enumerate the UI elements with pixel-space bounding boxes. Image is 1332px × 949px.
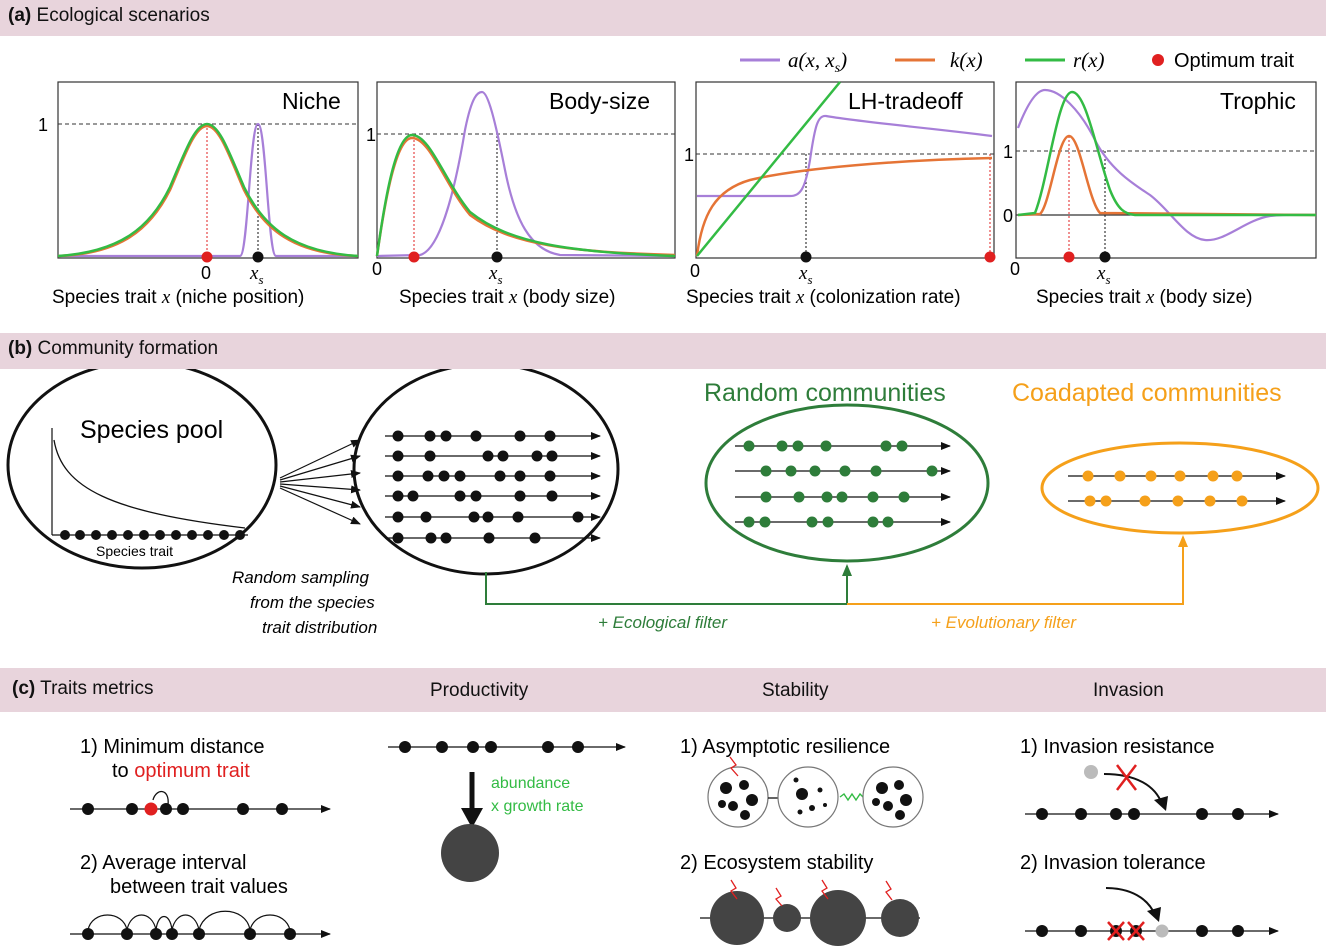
trophic-opt-dot bbox=[1063, 251, 1075, 263]
niche-xs: xs bbox=[249, 263, 264, 287]
trophic-zero: 0 bbox=[1010, 259, 1020, 279]
body-a-curve bbox=[376, 90, 676, 258]
avg-int-l2: between trait values bbox=[110, 876, 288, 898]
avg-int-l1: 2) Average interval bbox=[80, 852, 246, 874]
min-dist-axis bbox=[70, 790, 331, 816]
legend-r-label: r(x) bbox=[1073, 48, 1104, 72]
trophic-one: 1 bbox=[1003, 142, 1013, 162]
body-xlabel: Species trait x (body size) bbox=[399, 287, 615, 308]
eco-stab-label: 2) Ecosystem stability bbox=[680, 852, 873, 874]
sampling-l1: Random sampling bbox=[232, 568, 370, 587]
random-title: Random communities bbox=[704, 379, 946, 407]
sampling-l3: trait distribution bbox=[262, 618, 377, 637]
pool-axis-label: Species trait bbox=[96, 543, 173, 559]
niche-one: 1 bbox=[38, 115, 48, 135]
legend-opt-swatch bbox=[1152, 54, 1164, 66]
niche-zero: 0 bbox=[201, 263, 211, 283]
niche-xlabel: Species trait x (niche position) bbox=[52, 287, 304, 308]
lh-a-curve bbox=[697, 114, 993, 198]
section-b-header: (b) Community formation bbox=[0, 333, 1326, 369]
lh-opt-dot bbox=[984, 251, 996, 263]
niche-a-curve bbox=[58, 122, 358, 258]
coadapted-title: Coadapted communities bbox=[1012, 379, 1282, 407]
niche-k-curve bbox=[57, 124, 359, 258]
panel-body-size: Body-size 1 0 xs Species trait x (body s… bbox=[366, 81, 676, 308]
pool-title: Species pool bbox=[80, 416, 223, 444]
inv-resist-diagram bbox=[1025, 764, 1279, 820]
trophic-xs-dot bbox=[1099, 251, 1111, 263]
body-one: 1 bbox=[366, 125, 376, 145]
lh-xlabel: Species trait x (colonization rate) bbox=[686, 287, 961, 308]
filter-paths bbox=[485, 535, 1188, 605]
inv-tol-label: 2) Invasion tolerance bbox=[1020, 852, 1206, 874]
lh-xs-dot bbox=[800, 251, 812, 263]
panel-lh-tradeoff: LH-tradeoff 1 0 xs Species trait x (colo… bbox=[684, 81, 996, 308]
niche-title: Niche bbox=[282, 88, 341, 114]
eco-stab-diagram bbox=[700, 879, 920, 946]
niche-r-curve bbox=[57, 122, 359, 258]
legend-a-label: a(x, xs) bbox=[788, 48, 847, 76]
lh-k-curve bbox=[695, 156, 993, 257]
sampling-l2: from the species bbox=[250, 593, 375, 612]
body-opt-dot bbox=[408, 251, 420, 263]
lh-r-curve bbox=[696, 81, 841, 257]
legend-opt-label: Optimum trait bbox=[1174, 50, 1294, 72]
trophic-k-curve bbox=[1017, 134, 1317, 217]
section-c-header: (c) Traits metrics Productivity Stabilit… bbox=[0, 668, 1326, 712]
panel-niche: Niche 1 0 xs Species trait x (niche posi… bbox=[38, 81, 359, 308]
sampled-communities bbox=[352, 362, 620, 576]
stability-header: Stability bbox=[762, 680, 829, 701]
resilience-label: 1) Asymptotic resilience bbox=[680, 736, 890, 758]
section-c-title: Traits metrics bbox=[40, 678, 154, 699]
invasion-header: Invasion bbox=[1093, 680, 1164, 701]
inv-tol-diagram bbox=[1025, 887, 1279, 941]
body-title: Body-size bbox=[549, 88, 650, 114]
coadapted-communities: Coadapted communities bbox=[1012, 379, 1320, 535]
prod-l1: abundance bbox=[491, 775, 570, 792]
legend: a(x, xs) k(x) r(x) Optimum trait bbox=[740, 48, 1294, 76]
lh-one: 1 bbox=[684, 145, 694, 165]
lh-xs: xs bbox=[798, 263, 813, 287]
section-c-tag: (c) bbox=[12, 678, 36, 699]
trophic-xs: xs bbox=[1096, 263, 1111, 287]
body-r-curve bbox=[375, 133, 676, 258]
lh-title: LH-tradeoff bbox=[848, 88, 963, 114]
trophic-r-curve bbox=[1017, 90, 1316, 217]
body-xs-dot bbox=[491, 251, 503, 263]
section-a-title: Ecological scenarios bbox=[36, 5, 210, 26]
sampling-arrows bbox=[279, 439, 361, 525]
eco-filter-label: + Ecological filter bbox=[598, 613, 728, 632]
trophic-title: Trophic bbox=[1220, 88, 1296, 114]
avg-int-axis bbox=[70, 910, 331, 940]
legend-k-label: k(x) bbox=[950, 48, 983, 72]
section-b-title: Community formation bbox=[37, 338, 219, 359]
productivity-header: Productivity bbox=[430, 680, 529, 701]
random-communities: Random communities bbox=[704, 379, 990, 563]
min-dist-l2: to optimum trait bbox=[112, 760, 250, 782]
trophic-xlabel: Species trait x (body size) bbox=[1036, 287, 1252, 308]
section-b-tag: (b) bbox=[8, 338, 33, 359]
lh-zero: 0 bbox=[690, 261, 700, 281]
species-pool: Species pool Species trait bbox=[6, 360, 278, 570]
section-a-header: (a) Ecological scenarios bbox=[0, 0, 1326, 36]
productivity-diagram bbox=[388, 741, 626, 882]
prod-l2: x growth rate bbox=[491, 798, 584, 815]
min-dist-l1: 1) Minimum distance bbox=[80, 736, 265, 758]
evo-filter-label: + Evolutionary filter bbox=[931, 613, 1077, 632]
niche-xs-dot bbox=[252, 251, 264, 263]
body-zero: 0 bbox=[372, 259, 382, 279]
body-xs: xs bbox=[488, 263, 503, 287]
trophic-zero-y: 0 bbox=[1003, 206, 1013, 226]
panel-trophic: Trophic 1 0 0 xs Species trait x (body s… bbox=[1003, 81, 1317, 308]
resilience-diagram bbox=[707, 756, 924, 828]
pool-dots bbox=[60, 530, 245, 540]
inv-resist-label: 1) Invasion resistance bbox=[1020, 736, 1215, 758]
section-a-tag: (a) bbox=[8, 5, 32, 26]
niche-opt-dot bbox=[201, 251, 213, 263]
